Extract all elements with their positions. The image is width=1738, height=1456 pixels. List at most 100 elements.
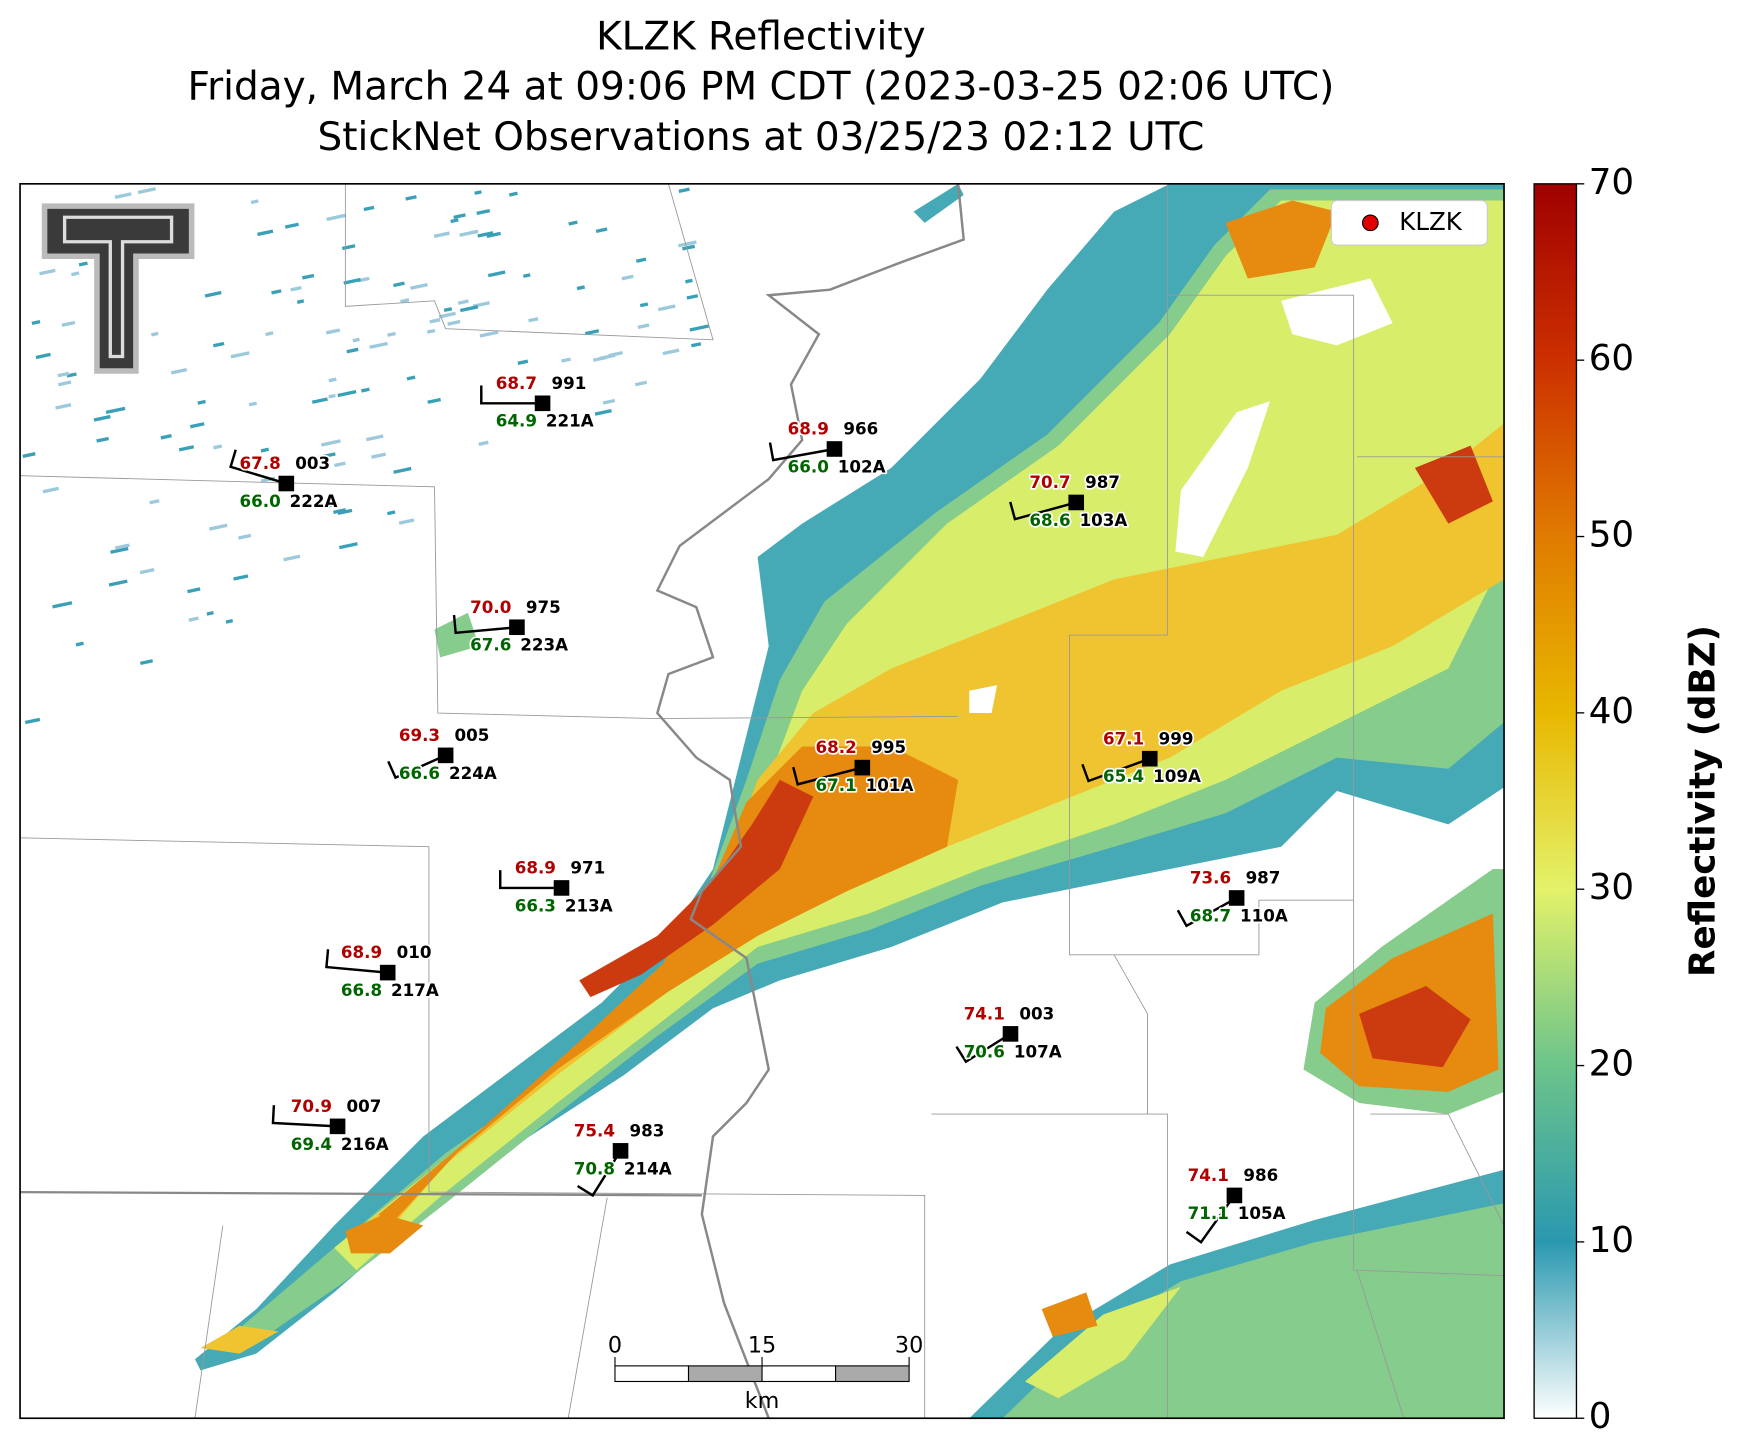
echo-dash (333, 508, 347, 515)
echo-dash (476, 209, 491, 216)
echo-dash (265, 331, 274, 337)
echo-dash (486, 231, 501, 238)
echo-dash (393, 466, 412, 474)
pressure: 005 (455, 725, 490, 745)
echo-dash (283, 554, 301, 562)
echo-dash (233, 574, 249, 581)
echo-dash (426, 328, 436, 334)
echo-dash (301, 273, 315, 280)
echo-dash (371, 452, 387, 459)
echo-dash (337, 390, 357, 398)
river (655, 183, 966, 1419)
echo-dash (602, 398, 616, 405)
echo-dash (691, 342, 702, 348)
station-marker (437, 747, 454, 764)
echo-dash (326, 213, 347, 222)
station-id: 217A (391, 980, 439, 1000)
dewpoint: 65.4 (1103, 766, 1144, 786)
temperature: 70.0 (470, 597, 511, 617)
dewpoint: 70.8 (574, 1158, 615, 1178)
temperature: 68.7 (496, 373, 537, 393)
pressure: 003 (295, 453, 330, 473)
echo-dash (657, 304, 676, 312)
echo-dash (363, 205, 375, 212)
station-marker (329, 1118, 346, 1135)
pressure: 999 (1159, 728, 1194, 748)
echo-dash (487, 270, 506, 278)
echo-dash (189, 422, 205, 429)
map-frame (19, 182, 1505, 1420)
station-marker (1068, 494, 1085, 511)
echo-dash (230, 351, 250, 359)
echo-dash (114, 543, 130, 550)
borders (20, 183, 1505, 1419)
echo-dash (337, 508, 353, 516)
legend-marker (1361, 214, 1379, 232)
echo-dash (75, 641, 84, 647)
echo-dash (325, 328, 341, 335)
station-marker (278, 475, 295, 492)
pressure: 983 (629, 1120, 664, 1140)
echo-dash (55, 403, 72, 410)
wind-barb (1185, 1194, 1236, 1244)
dewpoint: 68.7 (1190, 905, 1231, 925)
pressure: 003 (1019, 1003, 1054, 1023)
echo-dash (459, 229, 479, 237)
station-id: 221A (546, 411, 594, 431)
echo-dash (447, 319, 461, 326)
echo-dash (410, 283, 428, 290)
echo-dash (450, 218, 459, 224)
echo-dash (66, 372, 77, 378)
pressure: 995 (871, 737, 906, 757)
station-id: 222A (290, 491, 338, 511)
echo-dash (346, 347, 359, 354)
temperature: 74.1 (964, 1003, 1005, 1023)
echo-dash (635, 257, 647, 263)
wind-barb (499, 870, 562, 890)
legend-label: KLZK (1399, 207, 1462, 236)
echo-dash (105, 406, 126, 415)
echo-dash (595, 227, 608, 233)
echo-dash (398, 518, 415, 525)
echo-dash (459, 305, 479, 313)
colorbar-tick-label: 60 (1589, 338, 1634, 379)
pressure: 986 (1243, 1165, 1278, 1185)
station-marker (1228, 890, 1245, 906)
station-id: 107A (1014, 1041, 1062, 1061)
pressure: 007 (346, 1096, 381, 1116)
echo-dash (93, 414, 111, 422)
colorbar (1533, 183, 1578, 1419)
pressure: 987 (1246, 868, 1281, 888)
echo-dash (284, 222, 299, 229)
station-id: 216A (341, 1134, 389, 1154)
scale-segment (614, 1365, 690, 1383)
echo-dash (108, 579, 128, 587)
echo-dash (662, 348, 680, 356)
echo-dash (576, 285, 586, 291)
echo-dash (599, 353, 616, 361)
pressure: 991 (551, 373, 586, 393)
light-echoes (22, 187, 709, 725)
echo-dash (250, 199, 259, 205)
echo-dash (361, 387, 370, 393)
dewpoint: 66.8 (341, 980, 382, 1000)
station-id: 105A (1238, 1203, 1286, 1223)
station-id: 101A (866, 775, 914, 795)
echo-dash (170, 367, 188, 375)
station-marker (1141, 750, 1158, 767)
temperature: 68.9 (788, 419, 829, 439)
echo-dash (271, 289, 282, 295)
echo-dash (678, 187, 690, 193)
legend: KLZK (1330, 199, 1488, 246)
echo-dash (78, 261, 88, 267)
echo-dash (637, 323, 650, 329)
state-line (20, 1190, 702, 1197)
station-marker (1002, 1026, 1019, 1042)
colorbar-ticks: 0 10 20 30 40 50 60 70 (1576, 162, 1634, 1437)
map: 68.7 991 64.9 221A 67.8 003 66.0 222A 68.9 966 66.… (20, 183, 1505, 1419)
station-id: 223A (520, 635, 568, 655)
temperature: 68.2 (816, 737, 857, 757)
echo-dash (352, 337, 360, 343)
pressure: 966 (843, 419, 878, 439)
echo-dash (393, 281, 405, 288)
